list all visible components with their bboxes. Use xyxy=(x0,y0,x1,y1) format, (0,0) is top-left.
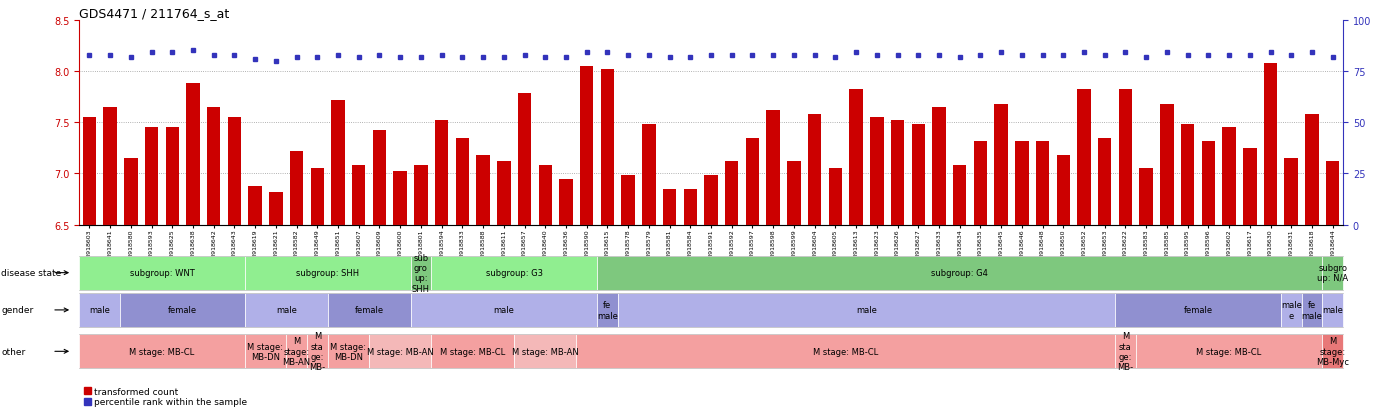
Text: subgroup: SHH: subgroup: SHH xyxy=(297,268,359,278)
Bar xyxy=(1139,169,1153,225)
Text: gender: gender xyxy=(1,306,33,315)
Text: fe
male: fe male xyxy=(597,301,618,320)
Text: male: male xyxy=(493,306,514,315)
Text: male: male xyxy=(857,306,877,315)
Bar xyxy=(954,166,966,225)
Bar xyxy=(933,107,945,225)
Bar xyxy=(1056,156,1070,225)
Bar xyxy=(600,70,614,225)
Text: M
stage:
MB-AN: M stage: MB-AN xyxy=(283,337,310,366)
Text: male: male xyxy=(276,306,297,315)
Text: female: female xyxy=(355,306,384,315)
Bar xyxy=(227,118,241,225)
Bar xyxy=(1326,162,1339,225)
Bar xyxy=(994,104,1008,225)
Text: disease state: disease state xyxy=(1,268,61,278)
Bar xyxy=(269,192,283,225)
Bar xyxy=(912,125,924,225)
Bar xyxy=(808,115,822,225)
Text: male: male xyxy=(1322,306,1343,315)
Text: female: female xyxy=(1184,306,1213,315)
Bar xyxy=(621,176,635,225)
Text: M stage: MB-AN: M stage: MB-AN xyxy=(511,347,578,356)
Bar xyxy=(559,179,572,225)
Text: subgroup: G4: subgroup: G4 xyxy=(931,268,988,278)
Text: M stage: MB-CL: M stage: MB-CL xyxy=(814,347,879,356)
Bar xyxy=(104,107,116,225)
Bar xyxy=(456,138,468,225)
Text: M
sta
ge:
MB-: M sta ge: MB- xyxy=(309,331,326,372)
Bar xyxy=(1015,141,1028,225)
Bar xyxy=(891,121,904,225)
Text: subgro
up: N/A: subgro up: N/A xyxy=(1317,263,1349,282)
Bar xyxy=(704,176,718,225)
Text: M stage: MB-CL: M stage: MB-CL xyxy=(1196,347,1261,356)
Text: M stage:
MB-DN: M stage: MB-DN xyxy=(330,342,366,361)
Bar xyxy=(1222,128,1236,225)
Text: M stage: MB-CL: M stage: MB-CL xyxy=(441,347,506,356)
Bar xyxy=(331,100,345,225)
Text: subgroup: WNT: subgroup: WNT xyxy=(129,268,194,278)
Bar xyxy=(165,128,179,225)
Bar xyxy=(1181,125,1195,225)
Text: male
e: male e xyxy=(1281,301,1301,320)
Text: M stage: MB-CL: M stage: MB-CL xyxy=(129,347,194,356)
Bar xyxy=(352,166,366,225)
Text: fe
male: fe male xyxy=(1301,301,1322,320)
Bar xyxy=(248,186,262,225)
Bar xyxy=(477,156,489,225)
Bar xyxy=(518,94,531,225)
Text: male: male xyxy=(89,306,109,315)
Bar xyxy=(435,121,448,225)
Bar xyxy=(1077,90,1091,225)
Bar xyxy=(1243,148,1257,225)
Bar xyxy=(766,111,780,225)
Text: other: other xyxy=(1,347,25,356)
Bar xyxy=(394,172,407,225)
Text: sub
gro
up:
SHH: sub gro up: SHH xyxy=(412,253,430,293)
Bar xyxy=(498,162,510,225)
Bar xyxy=(725,162,739,225)
Text: GDS4471 / 211764_s_at: GDS4471 / 211764_s_at xyxy=(79,7,229,19)
Bar xyxy=(1285,159,1297,225)
Bar xyxy=(1119,90,1132,225)
Bar xyxy=(787,162,801,225)
Bar xyxy=(539,166,552,225)
Bar xyxy=(144,128,158,225)
Bar xyxy=(829,169,843,225)
Bar xyxy=(642,125,656,225)
Text: female: female xyxy=(168,306,197,315)
Bar xyxy=(579,66,593,225)
Bar xyxy=(870,118,883,225)
Bar xyxy=(683,189,697,225)
Bar xyxy=(290,152,304,225)
Bar xyxy=(663,189,676,225)
Text: subgroup: G3: subgroup: G3 xyxy=(485,268,543,278)
Bar xyxy=(83,118,96,225)
Bar xyxy=(1202,141,1216,225)
Text: M stage: MB-AN: M stage: MB-AN xyxy=(367,347,434,356)
Bar xyxy=(186,84,200,225)
Legend: transformed count, percentile rank within the sample: transformed count, percentile rank withi… xyxy=(83,387,248,406)
Text: M
stage:
MB-Myc: M stage: MB-Myc xyxy=(1317,337,1349,366)
Bar xyxy=(1160,104,1174,225)
Bar xyxy=(1035,141,1049,225)
Bar xyxy=(974,141,987,225)
Bar xyxy=(414,166,428,225)
Bar xyxy=(746,138,760,225)
Bar xyxy=(310,169,324,225)
Bar xyxy=(1098,138,1112,225)
Bar xyxy=(1264,64,1278,225)
Bar xyxy=(1306,115,1318,225)
Text: M stage:
MB-DN: M stage: MB-DN xyxy=(248,342,284,361)
Bar xyxy=(125,159,137,225)
Bar xyxy=(207,107,220,225)
Bar xyxy=(850,90,863,225)
Text: M
sta
ge:
MB-: M sta ge: MB- xyxy=(1117,331,1134,372)
Bar xyxy=(373,131,387,225)
